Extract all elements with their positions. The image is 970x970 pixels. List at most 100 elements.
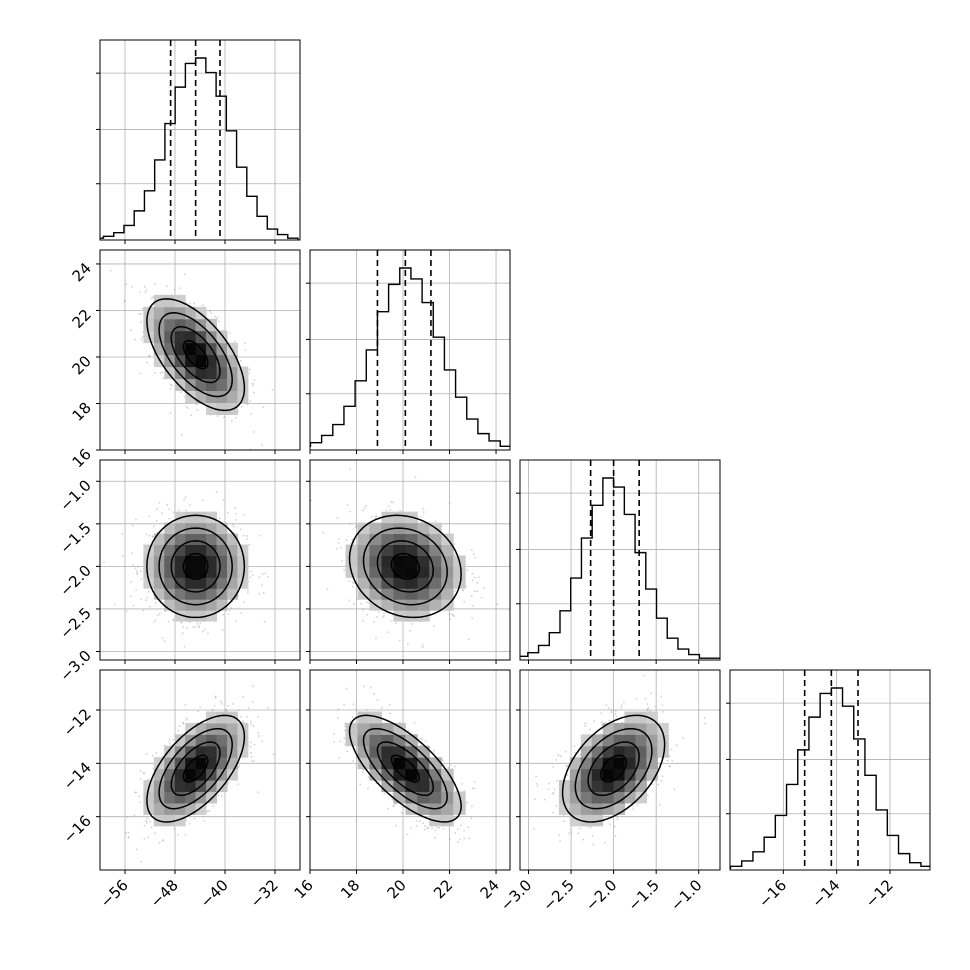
scatter-point — [348, 599, 351, 602]
scatter-point — [387, 631, 390, 634]
scatter-point — [125, 832, 127, 835]
scatter-point — [235, 512, 238, 515]
density-cell — [357, 566, 370, 578]
scatter-point — [154, 601, 157, 604]
density-cell — [369, 734, 382, 747]
scatter-point — [473, 590, 476, 593]
scatter-point — [223, 416, 226, 419]
scatter-point — [374, 517, 377, 519]
scatter-point — [146, 817, 149, 820]
density-cell — [393, 588, 406, 600]
scatter-point — [195, 403, 198, 406]
density-cell — [185, 768, 197, 781]
density-cell — [143, 318, 155, 332]
density-cell — [185, 802, 197, 815]
density-cell — [345, 544, 359, 556]
scatter-point — [383, 612, 386, 615]
density-cell — [195, 734, 207, 747]
density-cell — [164, 318, 176, 332]
density-cell — [381, 533, 394, 545]
scatter-point — [473, 781, 476, 783]
scatter-point — [146, 778, 149, 781]
scatter-point — [143, 286, 146, 288]
scatter-point — [367, 602, 370, 605]
scatter-point — [155, 519, 158, 522]
scatter-point — [124, 299, 126, 302]
contour-line — [170, 741, 221, 797]
density-cell — [143, 306, 155, 320]
scatter-point — [155, 508, 158, 510]
density-cell — [185, 511, 197, 524]
scatter-point — [194, 626, 197, 629]
density-cell — [195, 588, 207, 600]
density-cell — [206, 610, 218, 622]
scatter-point — [249, 576, 252, 579]
scatter-point — [243, 514, 246, 516]
density-cell — [381, 768, 394, 781]
scatter-point — [168, 517, 171, 520]
density-cell — [381, 544, 394, 556]
density-cell — [345, 722, 359, 735]
scatter-point — [387, 505, 390, 508]
y-tick-label: 22 — [69, 306, 95, 332]
density-cell — [381, 734, 394, 747]
scatter-point — [198, 626, 201, 629]
contour-line — [170, 326, 221, 384]
scatter-point — [214, 315, 217, 318]
density-cell — [206, 734, 218, 747]
density-cell — [164, 366, 176, 380]
scatter-point — [147, 836, 149, 839]
density-cell — [206, 745, 218, 758]
scatter-point — [231, 702, 234, 705]
scatter-panel-3-1 — [306, 669, 511, 874]
scatter-point — [457, 828, 459, 831]
density-cell — [405, 566, 418, 578]
scatter-point — [162, 839, 165, 841]
scatter-panel-2-1 — [306, 459, 511, 664]
scatter-point — [177, 729, 180, 732]
density-cell — [185, 390, 197, 403]
scatter-point — [188, 621, 191, 624]
density-cell — [206, 599, 218, 611]
scatter-point — [233, 340, 236, 343]
density-cell — [206, 544, 218, 556]
density-cell — [143, 802, 155, 815]
x-tick-label: −32 — [247, 876, 282, 911]
scatter-point — [448, 838, 451, 841]
density-cell — [216, 354, 228, 368]
scatter-point — [453, 816, 456, 819]
scatter-point — [460, 824, 462, 827]
density-cell — [369, 555, 382, 567]
scatter-point — [389, 508, 392, 511]
scatter-point — [260, 584, 263, 586]
scatter-point — [352, 703, 355, 706]
axes-frame — [309, 249, 511, 451]
density-cell — [216, 577, 228, 589]
scatter-point — [140, 860, 142, 863]
scatter-point — [424, 740, 427, 743]
density-cell — [185, 342, 197, 356]
scatter-point — [434, 829, 437, 832]
density-cell — [393, 544, 406, 556]
axes-frame — [99, 39, 301, 241]
histogram-panel-0 — [96, 39, 301, 244]
scatter-point — [249, 752, 252, 754]
density-cell — [441, 544, 454, 556]
scatter-point — [410, 827, 412, 830]
density-cell — [195, 757, 207, 770]
density-cell — [216, 566, 228, 578]
scatter-point — [242, 720, 244, 723]
density-cell — [216, 555, 228, 567]
scatter-point — [145, 821, 148, 824]
scatter-point — [143, 837, 146, 840]
density-cell — [174, 330, 186, 344]
density-cell — [381, 522, 394, 535]
scatter-point — [354, 525, 357, 528]
scatter-point — [162, 377, 165, 380]
scatter-point — [470, 817, 473, 820]
density-cell — [405, 533, 418, 545]
scatter-point — [249, 400, 252, 402]
scatter-point — [355, 597, 358, 600]
y-tick-label: −12 — [60, 705, 95, 740]
scatter-point — [400, 812, 403, 814]
